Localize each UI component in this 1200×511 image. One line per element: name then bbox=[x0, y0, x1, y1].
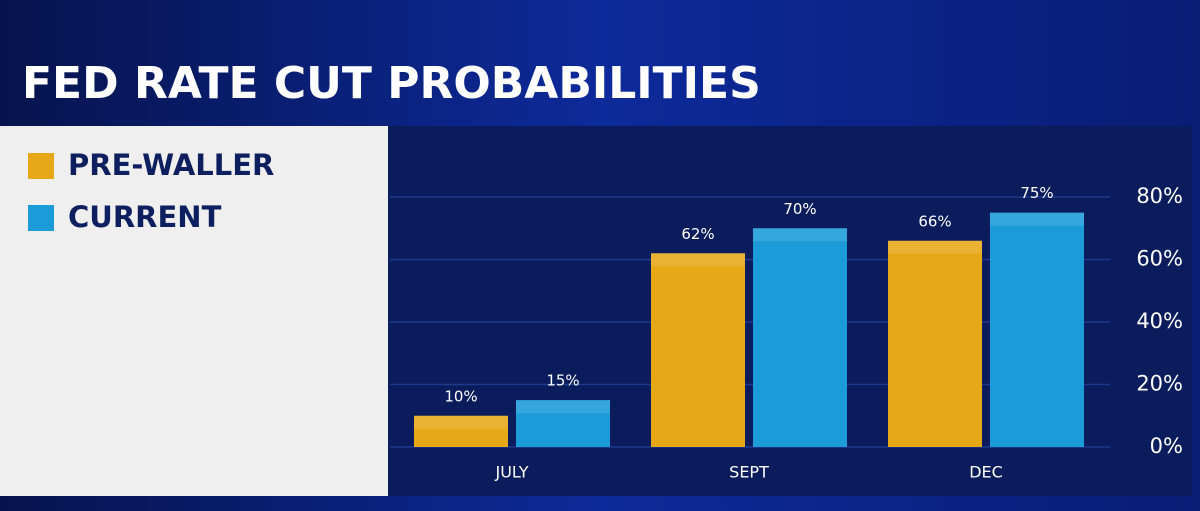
bar-cap bbox=[414, 415, 508, 429]
bar bbox=[990, 212, 1084, 447]
y-tick-label: 0% bbox=[1150, 434, 1183, 458]
y-tick-label: 60% bbox=[1136, 247, 1183, 271]
legend-label: PRE-WALLER bbox=[68, 148, 274, 182]
legend-swatch bbox=[28, 205, 54, 231]
y-tick-label: 20% bbox=[1136, 372, 1183, 396]
value-label: 15% bbox=[546, 372, 579, 390]
bar-cap bbox=[990, 212, 1084, 226]
value-label: 75% bbox=[1020, 184, 1053, 202]
x-tick-label: JULY bbox=[495, 463, 529, 482]
x-tick-label: SEPT bbox=[729, 463, 769, 482]
x-tick-label: DEC bbox=[969, 463, 1003, 482]
bar bbox=[414, 415, 508, 447]
chart-title: FED RATE CUT PROBABILITIES bbox=[22, 58, 761, 109]
bar bbox=[651, 253, 745, 447]
legend-panel bbox=[0, 126, 388, 496]
bar-cap bbox=[651, 253, 745, 267]
value-label: 62% bbox=[681, 225, 714, 243]
value-label: 10% bbox=[444, 387, 477, 405]
value-label: 70% bbox=[783, 200, 816, 218]
legend-label: CURRENT bbox=[68, 200, 222, 234]
bar bbox=[516, 400, 610, 447]
bar bbox=[888, 240, 982, 447]
y-tick-label: 80% bbox=[1136, 184, 1183, 208]
y-tick-label: 40% bbox=[1136, 309, 1183, 333]
legend-swatch bbox=[28, 153, 54, 179]
bar bbox=[753, 228, 847, 447]
bar-cap bbox=[753, 228, 847, 242]
bar-cap bbox=[516, 400, 610, 414]
value-label: 66% bbox=[918, 212, 951, 230]
bar-cap bbox=[888, 240, 982, 254]
